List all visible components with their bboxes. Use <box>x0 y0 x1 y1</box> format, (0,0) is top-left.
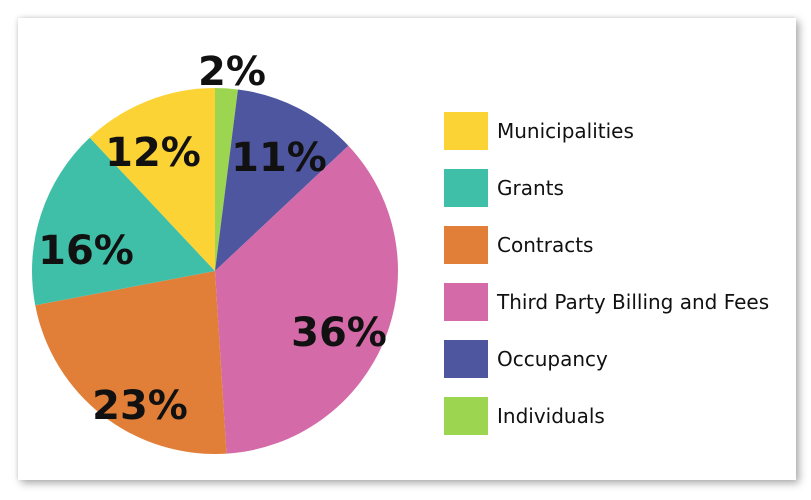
legend-swatch-grants <box>444 168 488 207</box>
pie-value-label-municipalities: 12% <box>105 130 201 176</box>
legend-item-third-party-billing: Third Party Billing and Fees <box>444 273 789 330</box>
chart-card: 2% 11% 36% 23% 16% 12% Municipalities Grants … <box>18 18 796 480</box>
legend-label-contracts: Contracts <box>497 232 594 257</box>
pie-slice-occupancy <box>215 89 349 271</box>
legend-swatch-third-party-billing <box>444 282 488 321</box>
legend-label-individuals: Individuals <box>497 403 605 428</box>
legend-label-municipalities: Municipalities <box>497 118 634 143</box>
legend-item-grants: Grants <box>444 159 789 216</box>
pie-slice-grants <box>31 137 215 306</box>
legend-item-individuals: Individuals <box>444 387 789 444</box>
legend-label-grants: Grants <box>497 175 564 200</box>
pie-value-labels: 2% 11% 36% 23% 16% 12% <box>38 49 387 429</box>
pie-slices <box>31 87 398 455</box>
legend-label-third-party-billing: Third Party Billing and Fees <box>497 289 770 314</box>
legend-item-contracts: Contracts <box>444 216 789 273</box>
legend-swatch-occupancy <box>444 339 488 378</box>
pie-slice-third-party-billing-and-fees <box>215 145 398 454</box>
pie-slice-contracts <box>35 271 227 455</box>
legend-swatch-individuals <box>444 396 488 435</box>
pie-value-label-contracts: 23% <box>92 383 188 429</box>
legend-item-occupancy: Occupancy <box>444 330 789 387</box>
pie-slice-municipalities <box>89 88 215 271</box>
legend-swatch-contracts <box>444 225 488 264</box>
pie-value-label-third-party-billing-and-fees: 36% <box>291 310 387 356</box>
pie-chart: 2% 11% 36% 23% 16% 12% <box>31 49 398 455</box>
legend-label-occupancy: Occupancy <box>497 346 608 371</box>
legend: Municipalities Grants Contracts Third Pa… <box>444 102 789 444</box>
pie-value-label-individuals: 2% <box>198 49 266 95</box>
pie-slice-individuals <box>215 87 238 271</box>
legend-swatch-municipalities <box>444 111 488 150</box>
pie-value-label-grants: 16% <box>38 228 134 274</box>
pie-value-label-occupancy: 11% <box>231 135 327 181</box>
legend-item-municipalities: Municipalities <box>444 102 789 159</box>
